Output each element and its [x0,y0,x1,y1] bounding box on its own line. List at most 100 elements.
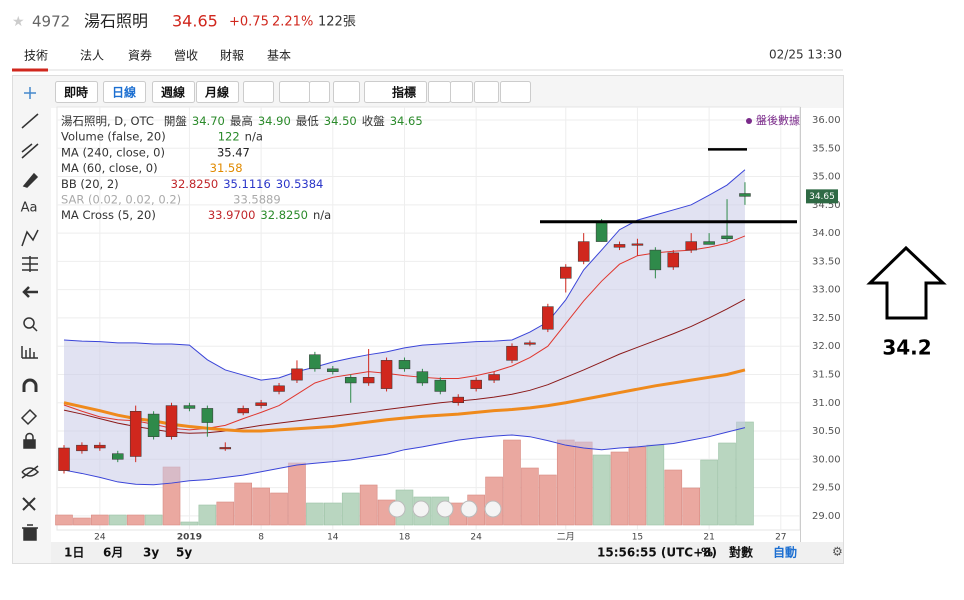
candle-body [631,243,644,246]
tab[interactable]: 營收 [174,49,198,63]
indicator-line [63,235,746,431]
indicator-label: Volume (false, 20) [61,129,166,143]
toolbar-button[interactable] [450,81,473,103]
fib-tool[interactable] [21,143,39,159]
y-tick-label: 33.00 [812,285,841,296]
lock-draw-tool[interactable] [20,408,38,426]
trend-tool[interactable] [21,113,39,129]
toolbar-button[interactable] [279,81,310,103]
indicator-line [63,169,746,381]
settings[interactable]: ⚙ [832,545,843,559]
volume-bar [252,487,270,526]
trash-tool[interactable] [22,524,38,541]
volume-bar [55,514,73,526]
candle-body [416,371,429,384]
tools [20,87,40,541]
tab[interactable]: 法人 [80,49,104,63]
candle-body [667,252,680,268]
crosshair-tool[interactable] [24,87,36,99]
candle-body [595,221,608,242]
tabs: 技術 法人 資券 營收 財報 基本 [24,48,291,63]
candle-body [649,249,662,271]
toolbar-button[interactable] [196,81,239,103]
volume-bar [270,492,288,526]
toolbar-label: 週線 [161,85,185,100]
range-button[interactable]: 3y [143,546,159,560]
candle-body [183,405,196,409]
tab[interactable]: 資券 [128,48,152,63]
nav-right[interactable] [484,500,502,518]
x-tick-label: 2019 [177,533,202,543]
x-tick-label: 24 [470,533,482,543]
toolbar-button[interactable] [55,81,98,103]
tab[interactable]: 財報 [220,48,244,63]
toolbar-button[interactable] [500,81,531,103]
volume-bar [234,482,252,526]
after-hours[interactable]: 盤後數據 [756,113,800,127]
indicator-value: 收盤 [362,114,385,128]
toolbar-button[interactable] [333,81,360,103]
volume-bar [718,442,736,526]
candle-body [112,453,124,460]
zoom-in[interactable] [460,500,478,518]
volume-bar [216,501,235,526]
x-tick-label: 24 [94,533,106,543]
zoom-tool[interactable] [23,317,35,329]
nav-left[interactable] [388,500,406,518]
stock-name: 湯石照明 [84,12,148,31]
candle-body [147,413,160,437]
volume-bar [700,459,718,526]
zoom-out[interactable] [412,500,430,518]
y-tick-label: 36.00 [812,115,841,126]
candle-body [201,408,214,423]
y-tick-label: 35.50 [812,143,841,154]
toolbar-button[interactable] [428,81,451,103]
brush-tool[interactable] [22,172,39,188]
y-tick-label: 35.00 [812,172,841,183]
indicator-line [63,368,746,433]
text-tool[interactable]: Aa [21,201,38,216]
scale-option[interactable]: % [701,546,713,560]
indicator-label: MA (60, close, 0) [61,161,158,175]
scale-option[interactable]: 對數 [729,545,753,560]
toolbar-button[interactable] [243,81,274,103]
candle-body [739,193,751,197]
toolbar-button[interactable] [309,81,330,103]
toolbar-button[interactable] [103,81,146,103]
candle-body [327,368,339,372]
reset[interactable] [436,500,454,518]
y-tick-label: 34.50 [812,200,841,211]
settings-tool[interactable] [22,497,36,511]
band-fill [64,169,745,485]
volume-bar [574,441,593,526]
magnet-tool[interactable] [22,378,38,392]
volume-bar [126,514,145,526]
toolbar-button[interactable] [364,81,427,103]
tab[interactable]: 基本 [267,49,291,63]
x-tick-label: 15 [632,533,643,543]
star[interactable]: ★ [12,14,25,30]
toolbar-button[interactable] [152,81,195,103]
indicator-value: 34.90 [258,114,291,128]
indicator-value: 32.8250 [260,208,308,222]
candle-body [362,377,375,384]
indicator-label: 湯石照明, D, OTC [61,114,154,128]
percent: 2.21% [272,15,313,30]
pattern-tool[interactable] [21,229,39,247]
range-button[interactable]: 5y [176,546,192,560]
candle-body [685,241,697,251]
range-button[interactable]: 6月 [103,546,123,560]
tab[interactable]: 技術 [24,49,48,63]
hide-tool[interactable] [21,465,40,479]
range-button[interactable]: 1日 [64,546,84,560]
lock-tool[interactable] [23,439,36,449]
indicator-value: n/a [245,129,263,143]
measure-tool[interactable] [22,256,38,272]
indicator-line [63,427,746,486]
toolbar-button[interactable] [474,81,499,103]
indicator-value: 34.65 [390,114,423,128]
candle-body [344,377,357,384]
candle-body [255,402,267,406]
back-tool[interactable] [22,286,38,298]
scale-option[interactable]: 自動 [773,545,797,560]
